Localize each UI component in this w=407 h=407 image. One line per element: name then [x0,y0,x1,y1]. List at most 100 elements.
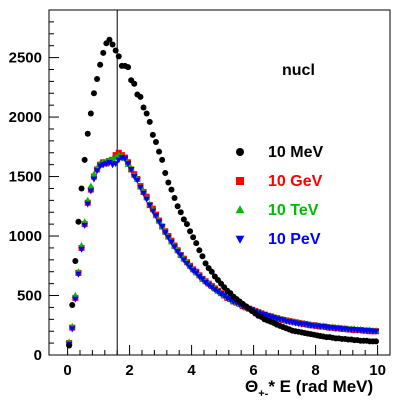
data-point [106,36,113,43]
data-point [109,41,116,48]
data-point [208,284,216,291]
data-point [125,64,132,71]
data-point [81,156,88,163]
data-point [97,61,104,68]
data-point [124,161,132,168]
data-point [171,244,178,251]
data-point [72,291,79,298]
y-axis: 0 500 1000 1500 2000 2500 [9,9,59,364]
legend-marker [235,205,245,214]
annotation-label: nucl [282,62,315,79]
data-point [143,110,150,117]
data-point [372,328,380,335]
data-point [81,218,88,225]
x-tick-label: 8 [311,362,319,379]
x-tick-label: 10 [369,362,386,379]
legend-label: 10 MeV [268,144,323,161]
data-point [90,90,97,97]
data-point [174,249,181,256]
data-points [65,36,380,349]
data-point [193,240,200,247]
x-axis-label-subscript: +- [258,388,268,400]
data-point [93,168,101,175]
data-point [87,182,95,189]
data-point [143,196,150,203]
data-point [196,274,203,281]
data-point [69,302,76,309]
data-point [106,159,113,166]
data-point [72,296,79,303]
data-point [78,246,85,253]
x-axis-label: Θ+-* E (rad MeV) [245,377,373,400]
data-point [152,139,159,146]
series-10-mev [66,36,380,349]
data-point [190,234,197,241]
data-point [140,104,147,111]
data-point [146,202,154,209]
data-point [220,293,228,300]
data-point [208,268,215,275]
legend-marker [236,177,244,185]
x-tick-label: 4 [187,362,196,379]
x-tick-label: 6 [249,362,257,379]
data-point [127,167,135,174]
data-point [186,264,194,271]
data-point [205,282,212,289]
y-tick-label: 500 [17,288,42,305]
data-point [140,190,147,197]
data-point [84,130,91,137]
data-point [177,209,184,216]
data-point [115,157,123,164]
data-point [72,258,79,265]
x-tick-label: 0 [63,362,71,379]
data-point [217,291,225,298]
data-point [183,260,191,267]
y-tick-label: 0 [34,347,42,364]
data-point [94,76,101,82]
data-point [180,257,188,264]
data-point [196,247,203,254]
data-point [84,196,92,203]
data-point [223,295,231,302]
data-point [78,241,85,248]
data-point [134,177,141,184]
data-point [90,170,98,177]
data-point [81,222,88,229]
data-point [180,216,187,223]
data-point [149,131,156,138]
data-point [177,252,185,259]
y-tick-label: 2500 [9,50,42,67]
x-axis-label-symbol: Θ [245,377,258,396]
x-tick-label: 2 [125,362,133,379]
data-point [189,268,197,275]
y-tick-label: 1500 [9,169,42,186]
legend-marker [235,235,245,244]
data-point [100,49,107,56]
data-point [373,338,380,345]
data-point [202,260,209,267]
data-point [87,110,94,117]
data-point [214,288,222,295]
legend: 10 MeV 10 GeV 10 TeV 10 PeV [235,144,323,248]
legend-label: 10 PeV [268,231,321,248]
data-point [149,208,157,215]
data-point [75,218,82,225]
data-point [161,230,169,237]
data-point [90,176,98,183]
data-point [155,219,163,226]
data-point [168,186,175,193]
data-point [131,80,138,87]
data-point [158,224,166,231]
data-point [112,161,119,168]
data-point [199,253,206,260]
y-tick-label: 1000 [9,228,42,245]
data-point [168,239,175,246]
plot-frame [48,9,391,356]
data-point [68,326,76,333]
data-point [152,213,160,220]
data-point [87,188,95,195]
data-point [202,280,209,287]
data-point [78,185,85,192]
data-point [211,287,219,294]
legend-label: 10 GeV [268,173,323,190]
